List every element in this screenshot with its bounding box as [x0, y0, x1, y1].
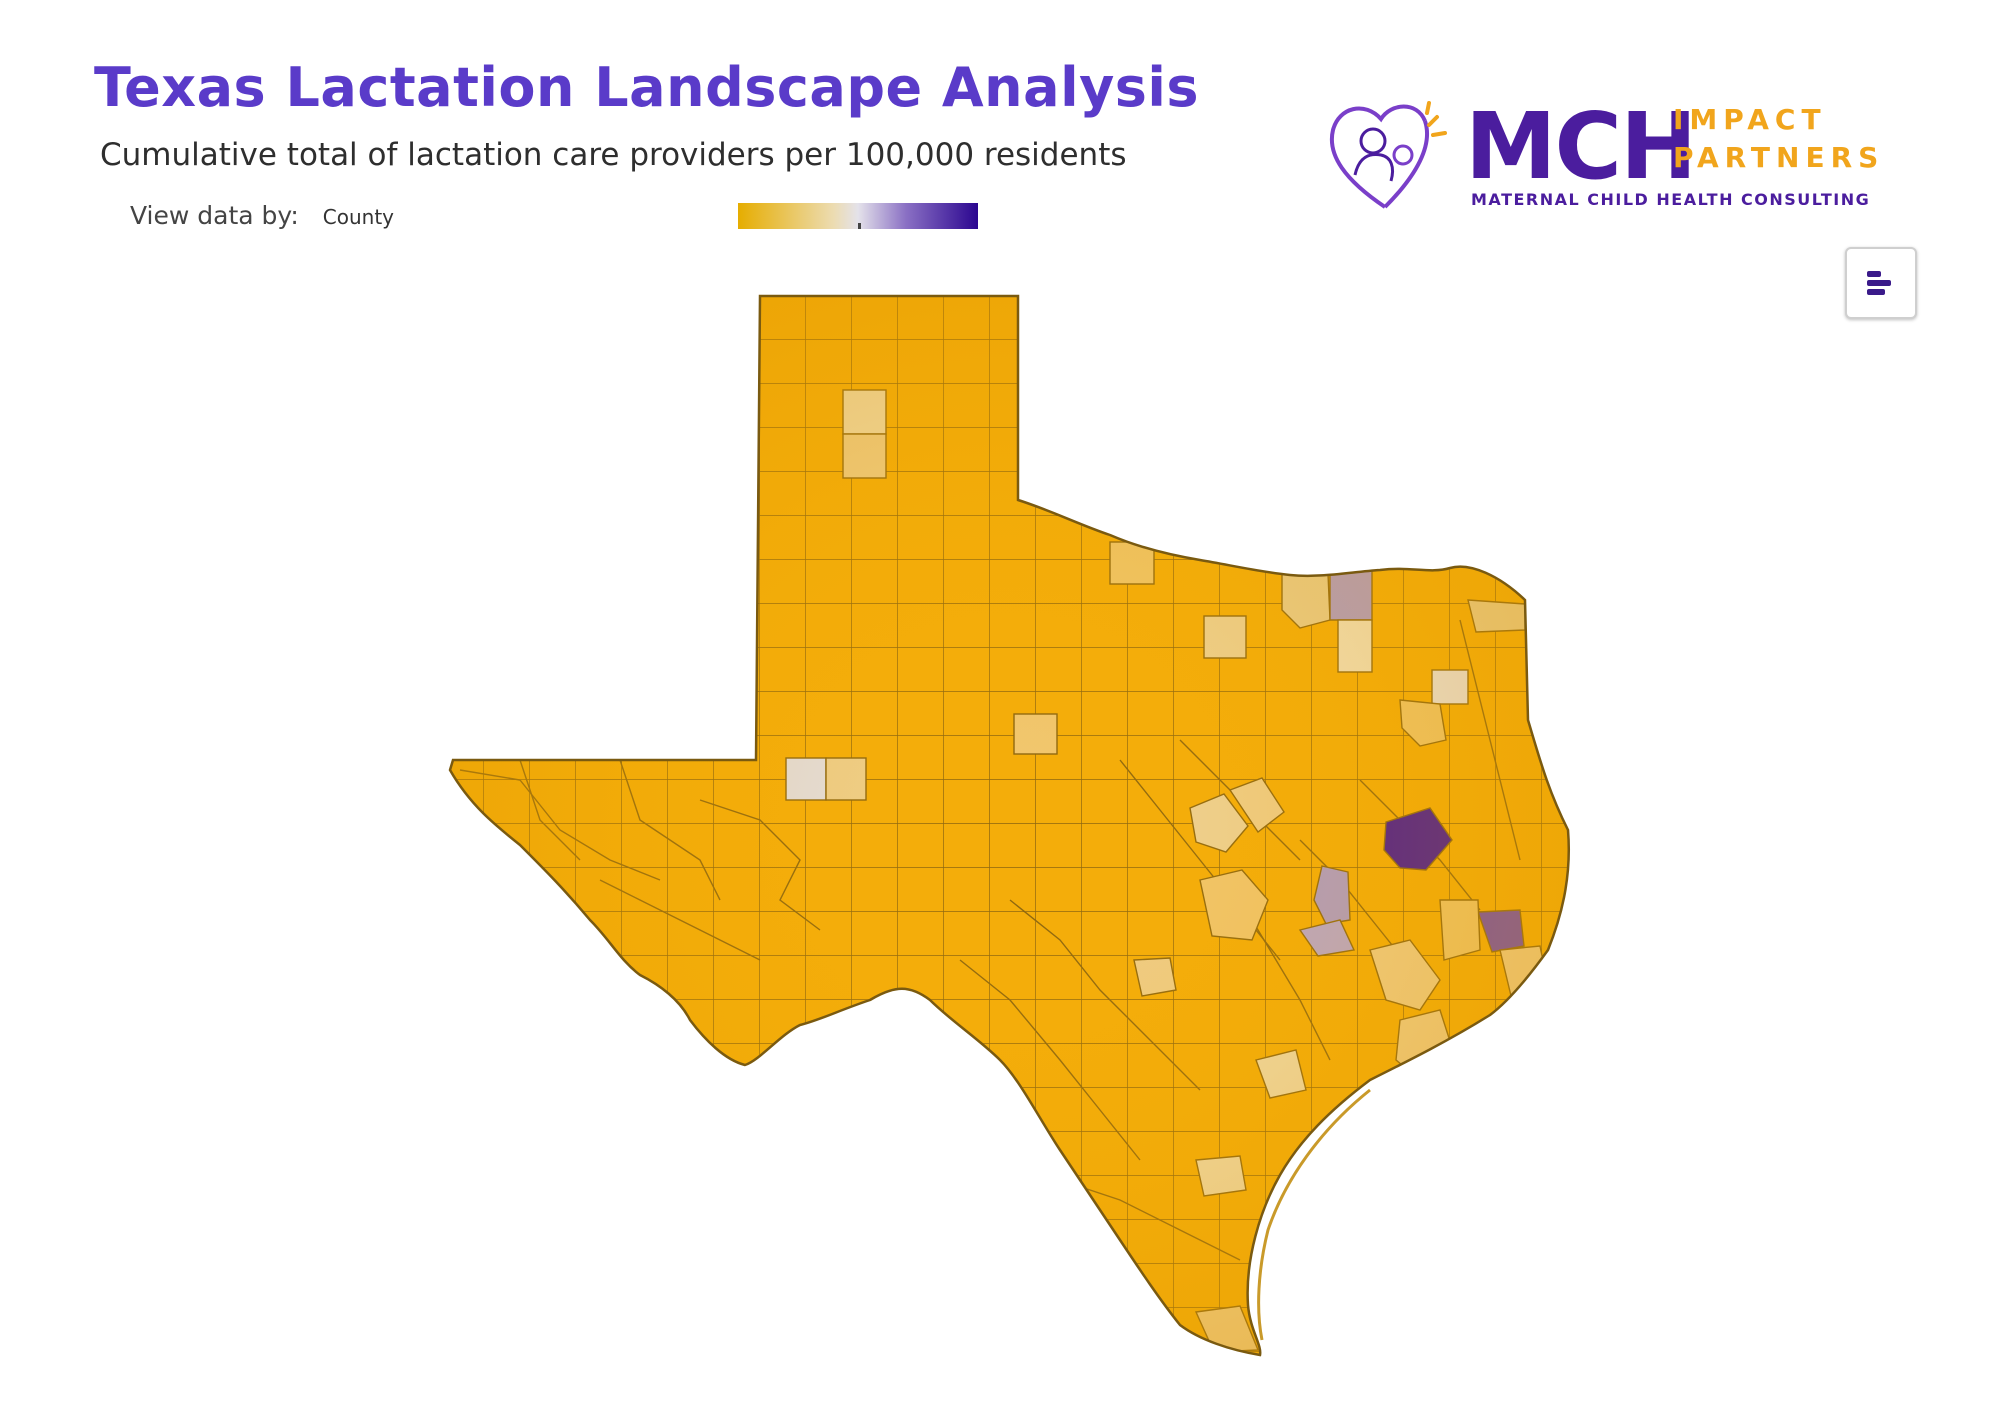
county-highlight[interactable] — [1337, 619, 1373, 673]
page-title: Texas Lactation Landscape Analysis — [94, 56, 1200, 119]
county-highlight[interactable] — [842, 389, 887, 435]
bar-chart-icon — [1867, 271, 1891, 295]
logo-tagline: MATERNAL CHILD HEALTH CONSULTING — [1471, 190, 1871, 209]
county-highlight[interactable] — [1133, 957, 1177, 997]
mch-logo: MCH IMPACT PARTNERS MATERNAL CHILD HEALT… — [1325, 95, 1885, 215]
county-highlight[interactable] — [785, 757, 827, 801]
page-subtitle: Cumulative total of lactation care provi… — [100, 137, 1127, 173]
county-highlight[interactable] — [1439, 899, 1481, 961]
view-data-value[interactable]: County — [322, 205, 394, 229]
logo-mch-text: MCH — [1465, 93, 1697, 200]
legend-midpoint-tick — [858, 223, 861, 229]
county-highlight[interactable] — [1013, 713, 1058, 755]
logo-partners-text: PARTNERS — [1673, 141, 1885, 174]
county-highlight[interactable] — [842, 433, 887, 479]
county-layer[interactable] — [440, 290, 1580, 1370]
color-legend — [738, 203, 978, 229]
county-highlight[interactable] — [825, 757, 867, 801]
chart-toggle-button[interactable] — [1845, 247, 1917, 319]
county-highlight[interactable] — [1203, 615, 1247, 659]
county-highlight[interactable] — [1195, 1155, 1247, 1197]
logo-impact-text: IMPACT — [1673, 103, 1827, 136]
mother-child-heart-icon — [1329, 101, 1447, 209]
coastal-barrier-island — [1257, 1088, 1371, 1341]
view-data-selector[interactable]: View data by: County — [130, 201, 394, 230]
county-highlight[interactable] — [1431, 669, 1469, 705]
view-data-label: View data by: — [130, 201, 299, 230]
county-highlight[interactable] — [1467, 599, 1526, 633]
